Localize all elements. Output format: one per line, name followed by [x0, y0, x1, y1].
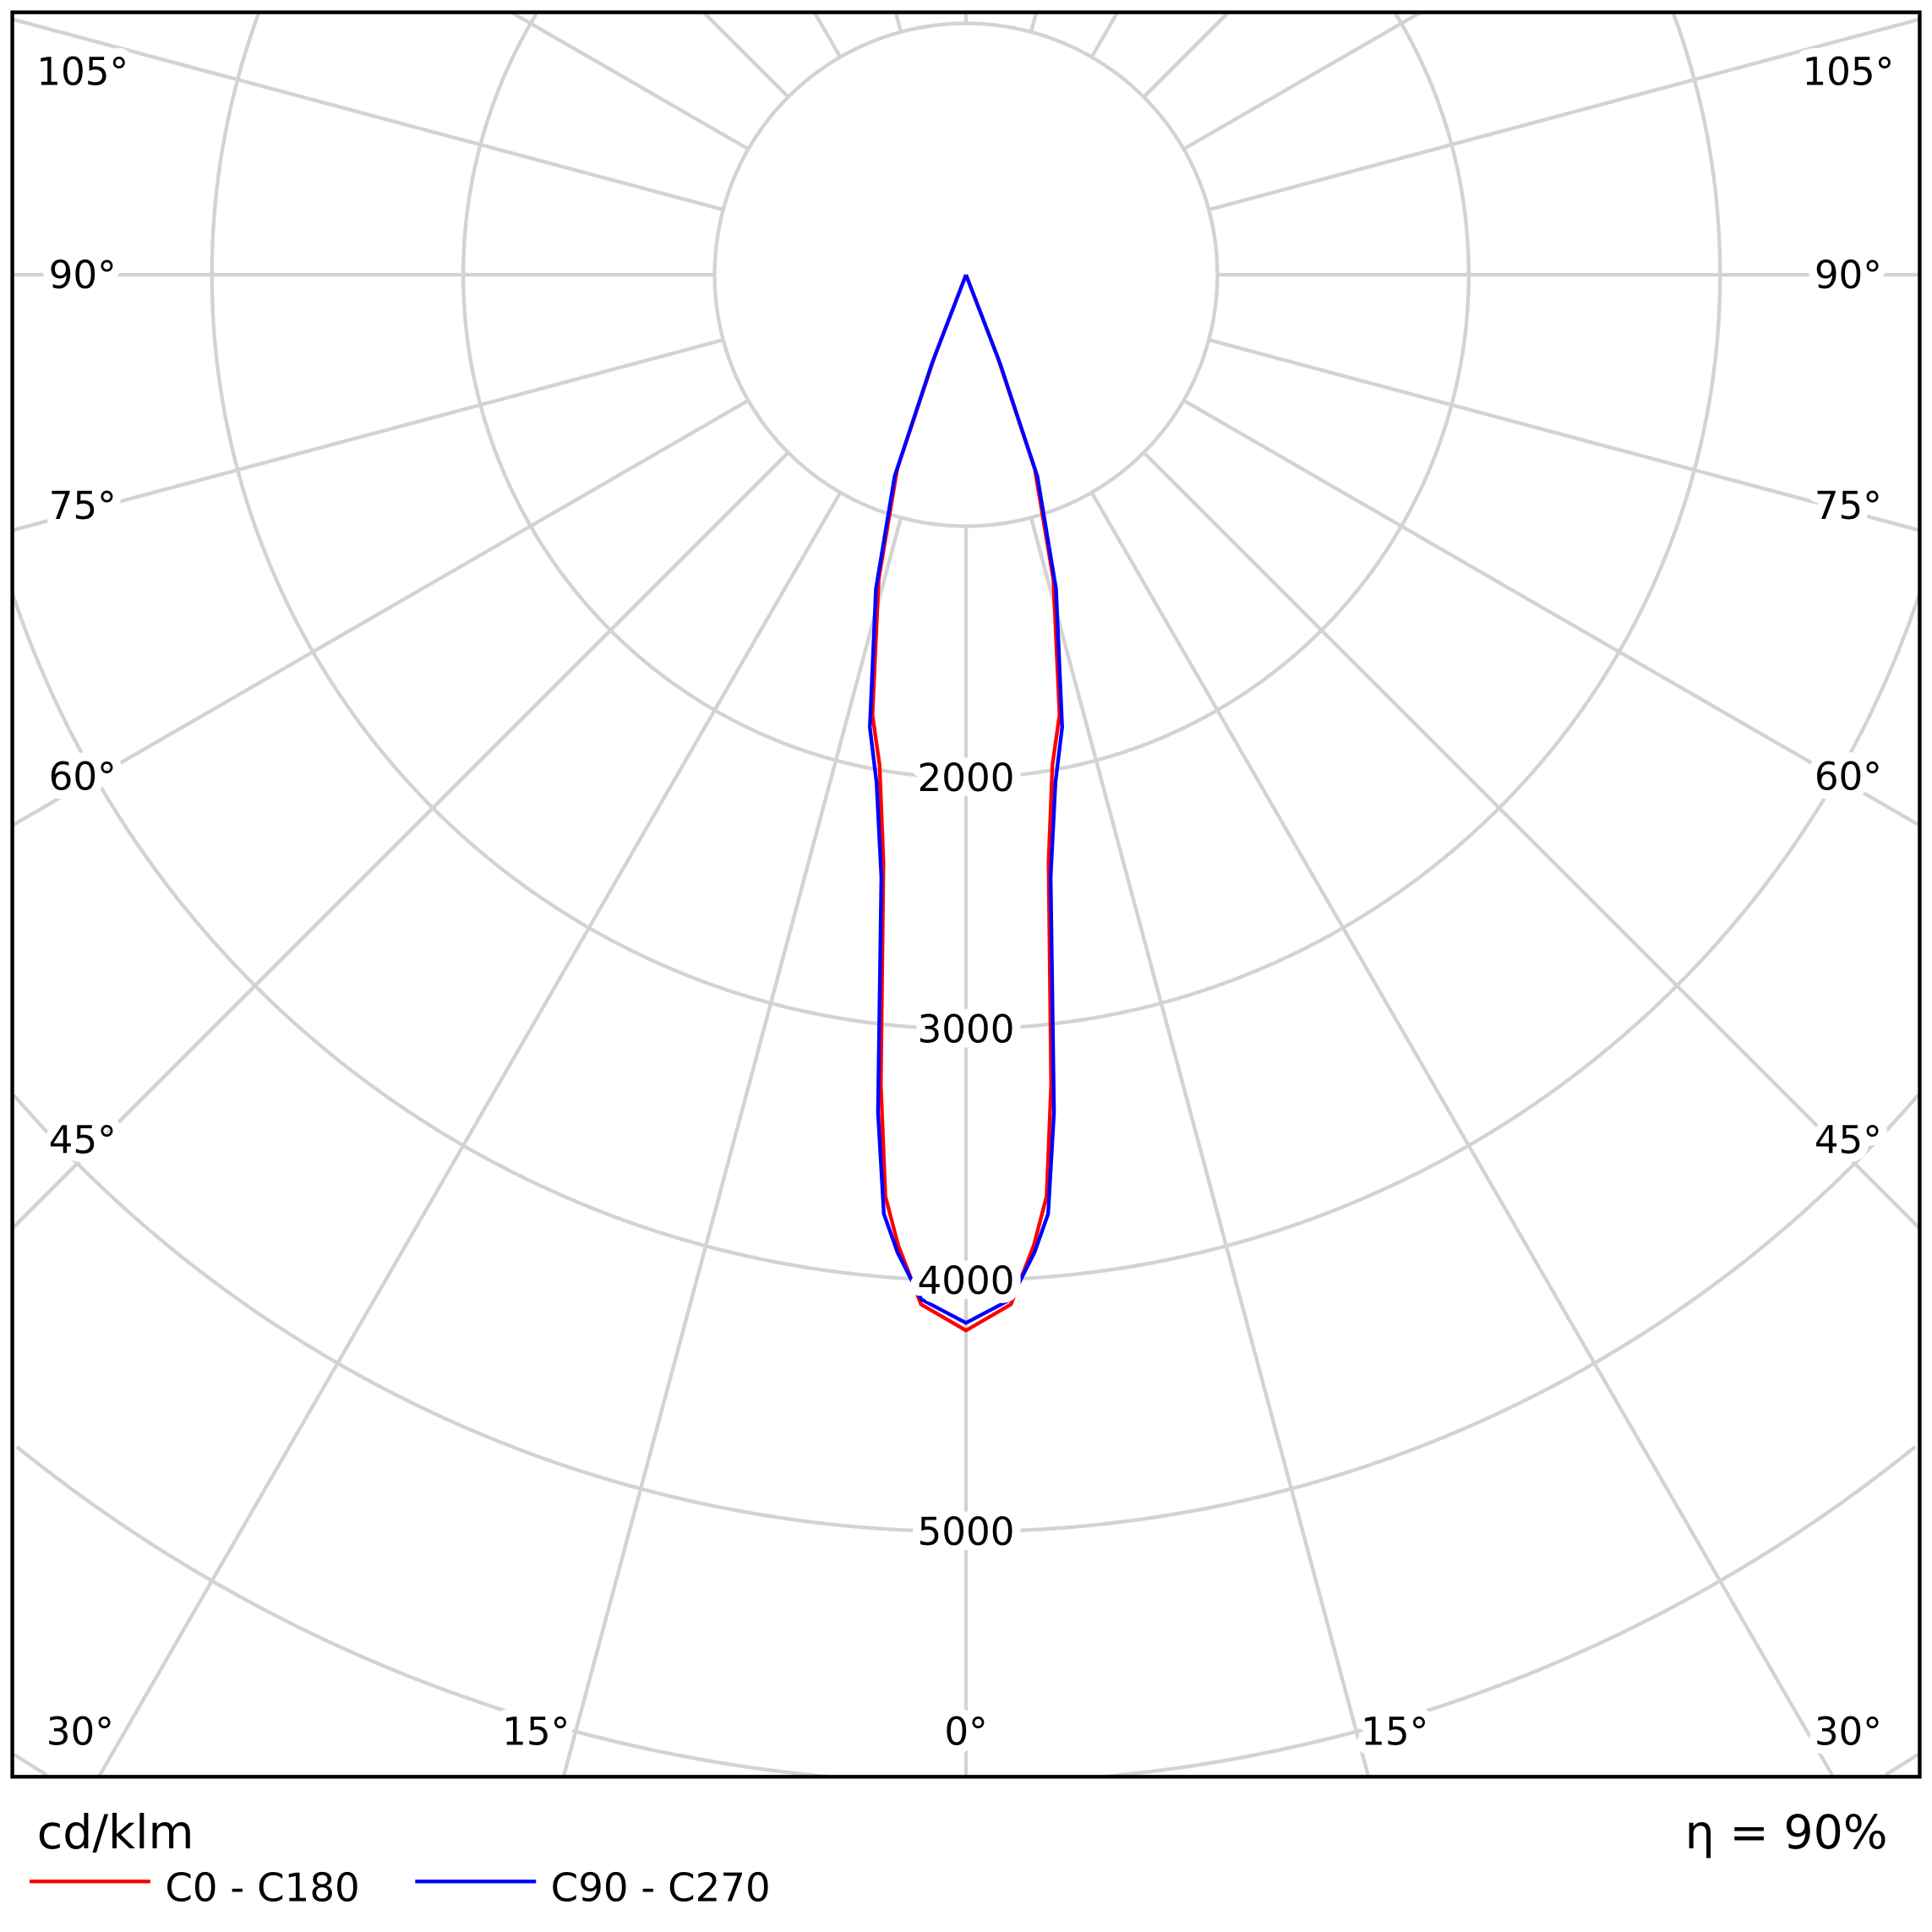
grid-spoke	[1089, 491, 1835, 1778]
grid-spoke	[510, 10, 750, 151]
angle-label-bottom: 30°	[46, 1709, 114, 1754]
angle-label-bottom: 0°	[944, 1709, 987, 1754]
angle-label-bottom: 30°	[1815, 1709, 1882, 1754]
grid-circle	[15, 1445, 828, 1779]
legend-label-c90-c270: C90 - C270	[551, 1866, 771, 1912]
grid-spoke	[12, 337, 724, 532]
grid-spoke	[12, 17, 724, 212]
radial-tick-label: 5000	[918, 1509, 1015, 1554]
grid-spoke	[11, 398, 750, 827]
grid-spoke	[1142, 11, 1231, 99]
grid-circle	[12, 1094, 966, 1534]
angle-label-right: 60°	[1815, 755, 1882, 800]
grid-circle	[1104, 1445, 1917, 1779]
grid-circle	[966, 592, 1922, 1282]
angle-label-right: 45°	[1815, 1118, 1882, 1163]
radial-tick-label: 3000	[918, 1007, 1015, 1051]
grid-circle	[1884, 1753, 1919, 1777]
grid-spoke	[812, 11, 843, 58]
grid-spoke	[701, 11, 790, 99]
angle-label-right: 90°	[1815, 253, 1882, 297]
angle-label-right: 105°	[1802, 50, 1894, 95]
grid-spoke	[1208, 17, 1920, 212]
angle-label-left: 45°	[49, 1118, 117, 1163]
angle-label-left: 90°	[49, 253, 117, 297]
grid-spoke	[1208, 337, 1920, 532]
grid-circle	[966, 1094, 1920, 1534]
angle-label-right: 75°	[1815, 483, 1882, 528]
polar-grid	[10, 10, 1922, 1779]
legend-label-c0-c180: C0 - C180	[165, 1866, 359, 1912]
angle-label-bottom: 15°	[1361, 1709, 1428, 1754]
grid-spoke	[1029, 516, 1371, 1777]
grid-spoke	[11, 450, 790, 1231]
angle-label-left: 75°	[49, 483, 117, 528]
curves	[868, 274, 1064, 1333]
radial-tick-label: 4000	[918, 1258, 1015, 1303]
grid-spoke	[1029, 12, 1039, 33]
unit-label: cd/klm	[37, 1806, 194, 1860]
grid-spoke	[561, 516, 903, 1777]
grid-spoke	[1089, 11, 1120, 58]
efficiency-label: η = 90%	[1685, 1806, 1888, 1860]
radial-tick-label: 2000	[918, 756, 1015, 800]
tick-labels: 2000 3000 4000 5000 105° 105° 90° 90° 75° 75° 60° 6…	[28, 41, 1902, 1762]
grid-circle	[13, 1753, 48, 1777]
grid-spoke	[1182, 10, 1422, 151]
grid-spoke	[1182, 398, 1921, 827]
grid-spoke	[1142, 450, 1921, 1231]
grid-circle	[210, 13, 966, 1031]
angle-label-bottom: 15°	[502, 1709, 570, 1754]
plot-frame	[10, 10, 1922, 1779]
series-curve-0	[870, 274, 1062, 1333]
series-curve-1	[868, 274, 1064, 1325]
grid-circle	[966, 13, 1722, 1031]
grid-spoke	[97, 491, 843, 1778]
angle-label-left: 60°	[49, 755, 117, 800]
grid-spoke	[893, 12, 903, 33]
grid-circle	[966, 13, 1471, 780]
angle-label-left: 105°	[36, 50, 128, 95]
grid-circle	[461, 13, 966, 780]
grid-circle	[10, 592, 966, 1282]
